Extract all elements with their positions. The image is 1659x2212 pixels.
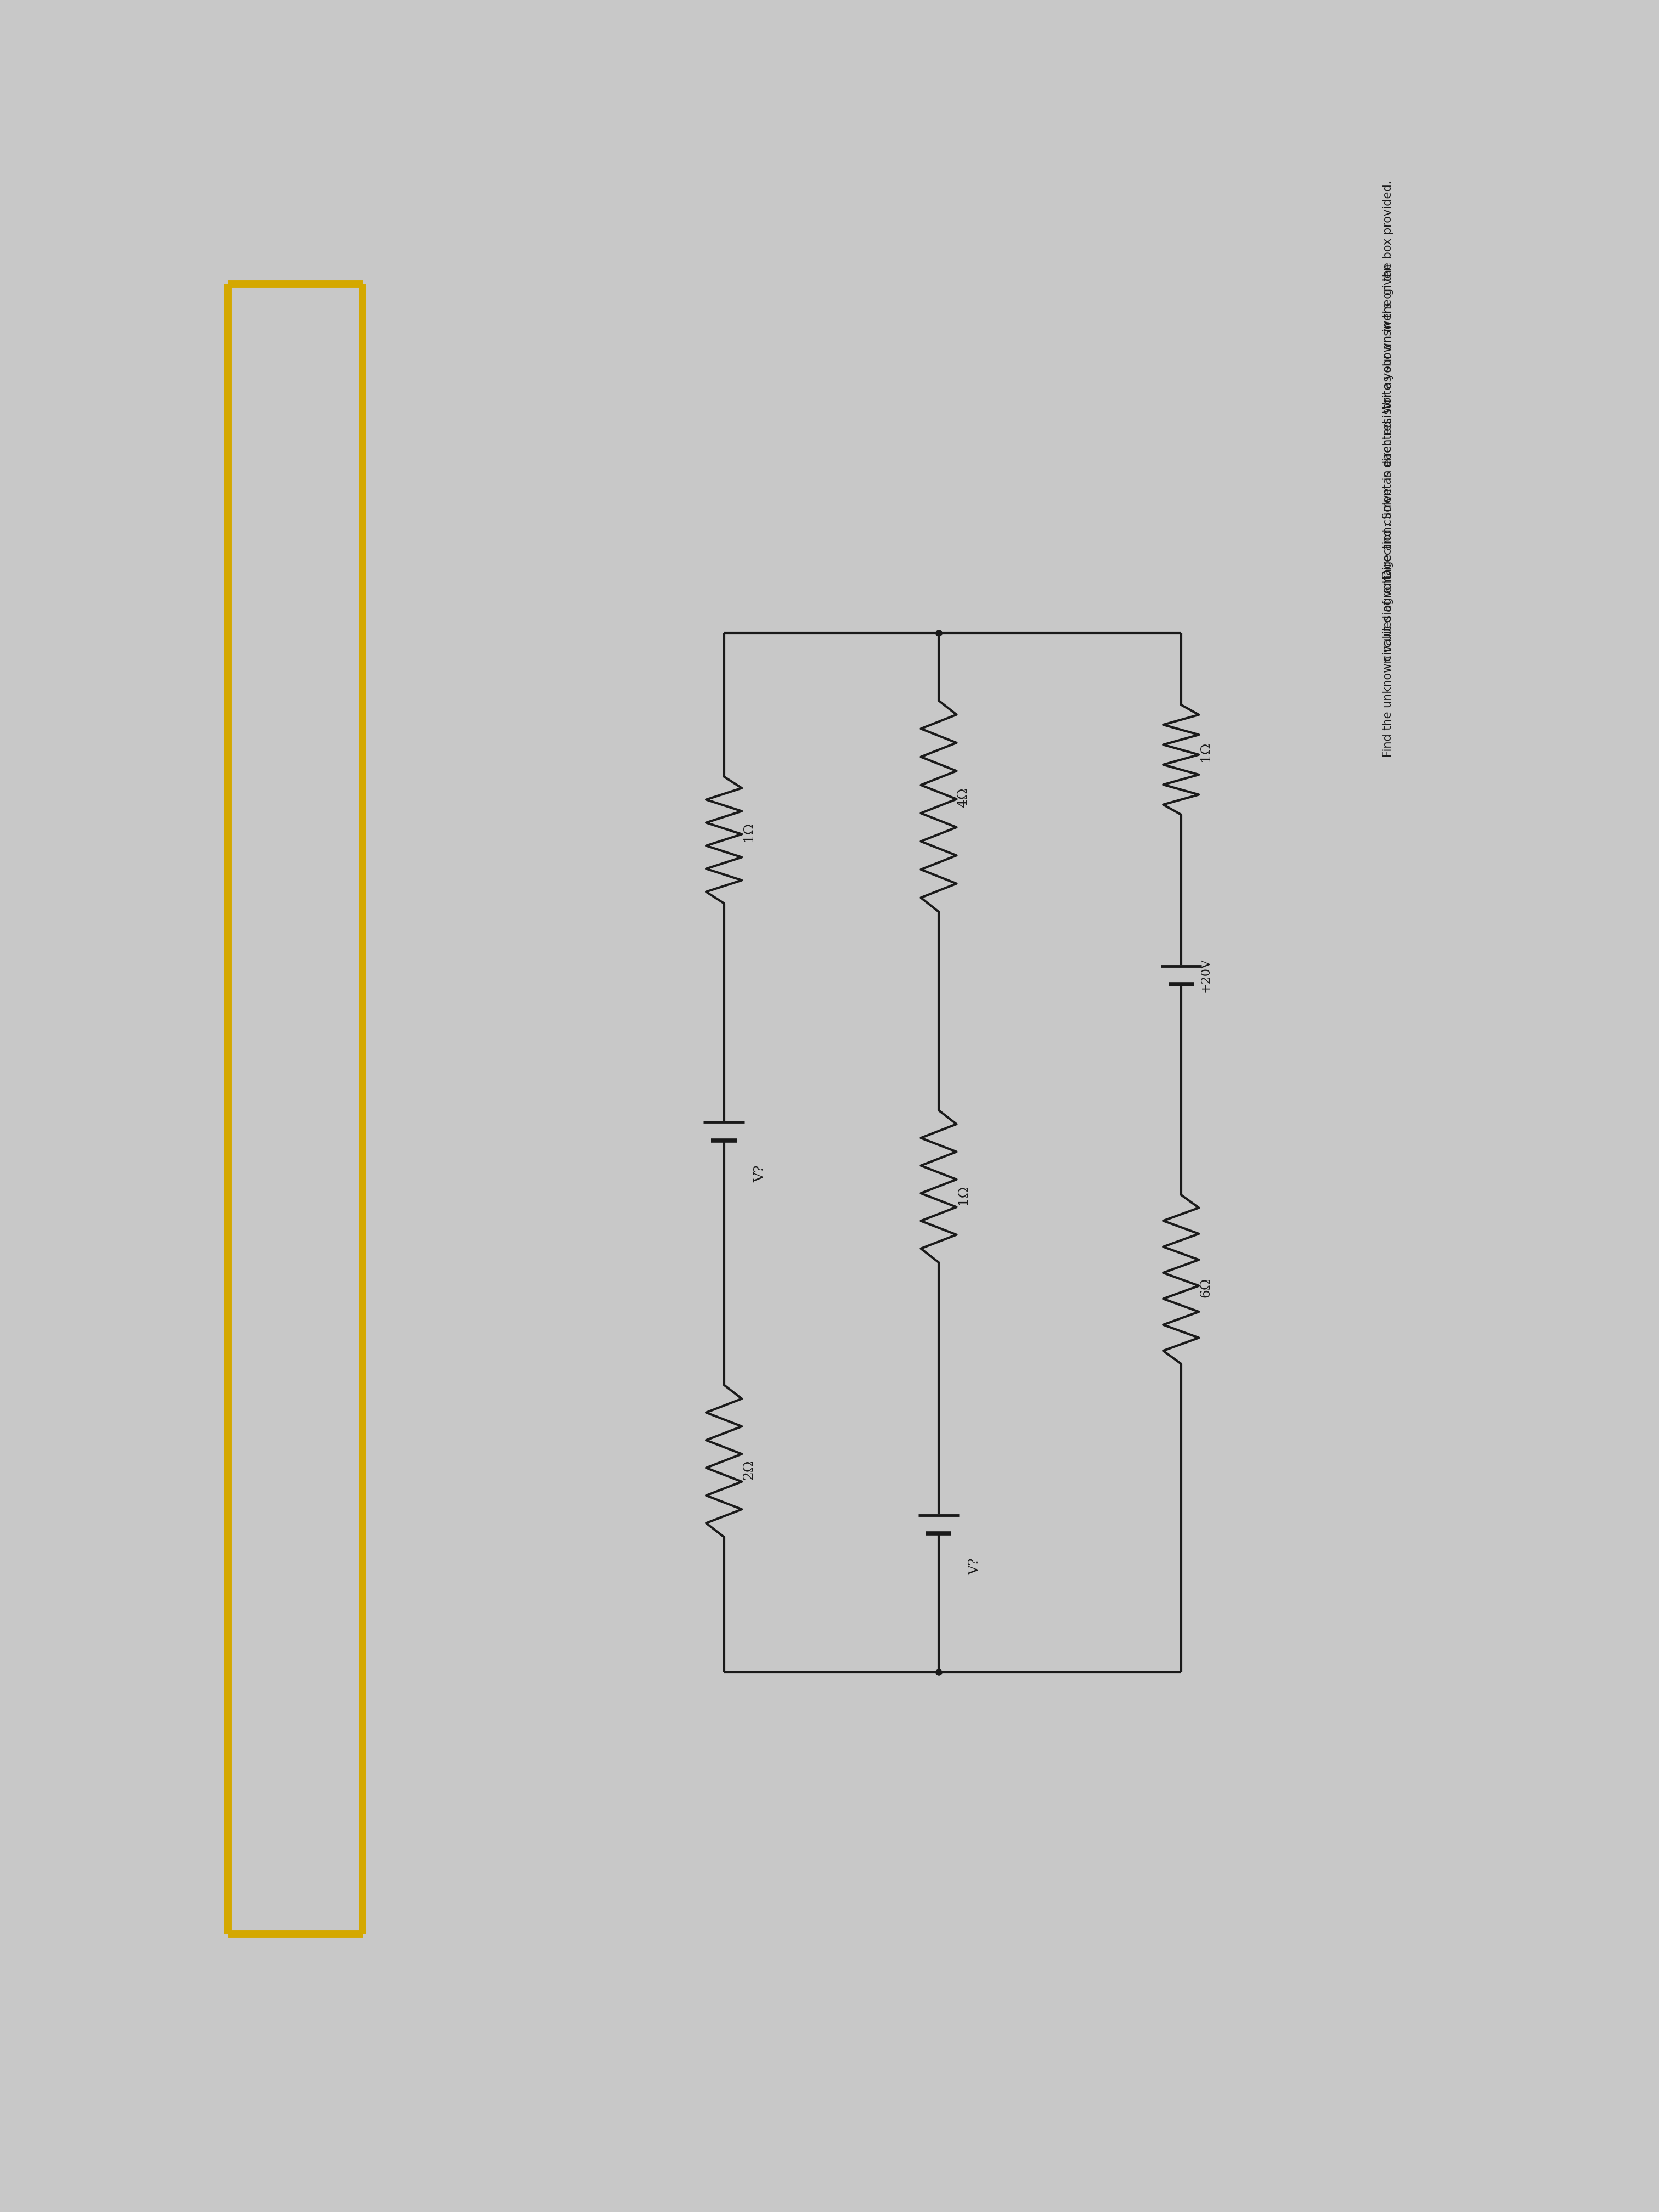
Text: Direction: Solve as directed. Write your answers on the box provided.: Direction: Solve as directed. Write your… (1382, 181, 1394, 577)
Text: V?: V? (969, 1557, 980, 1575)
Text: 6Ω: 6Ω (1199, 1279, 1213, 1298)
Text: Find the unknown values of voltage and current in each resistor as shown in the : Find the unknown values of voltage and c… (1382, 263, 1394, 757)
Text: 1Ω: 1Ω (1199, 741, 1213, 761)
Text: circuit diagram.: circuit diagram. (1382, 571, 1394, 661)
Text: V?: V? (753, 1166, 766, 1181)
Text: 4Ω: 4Ω (957, 787, 969, 807)
Text: +20V: +20V (1199, 958, 1211, 993)
Text: 1Ω: 1Ω (742, 821, 755, 841)
Text: 2Ω: 2Ω (742, 1460, 755, 1480)
Text: 1Ω: 1Ω (957, 1186, 969, 1206)
